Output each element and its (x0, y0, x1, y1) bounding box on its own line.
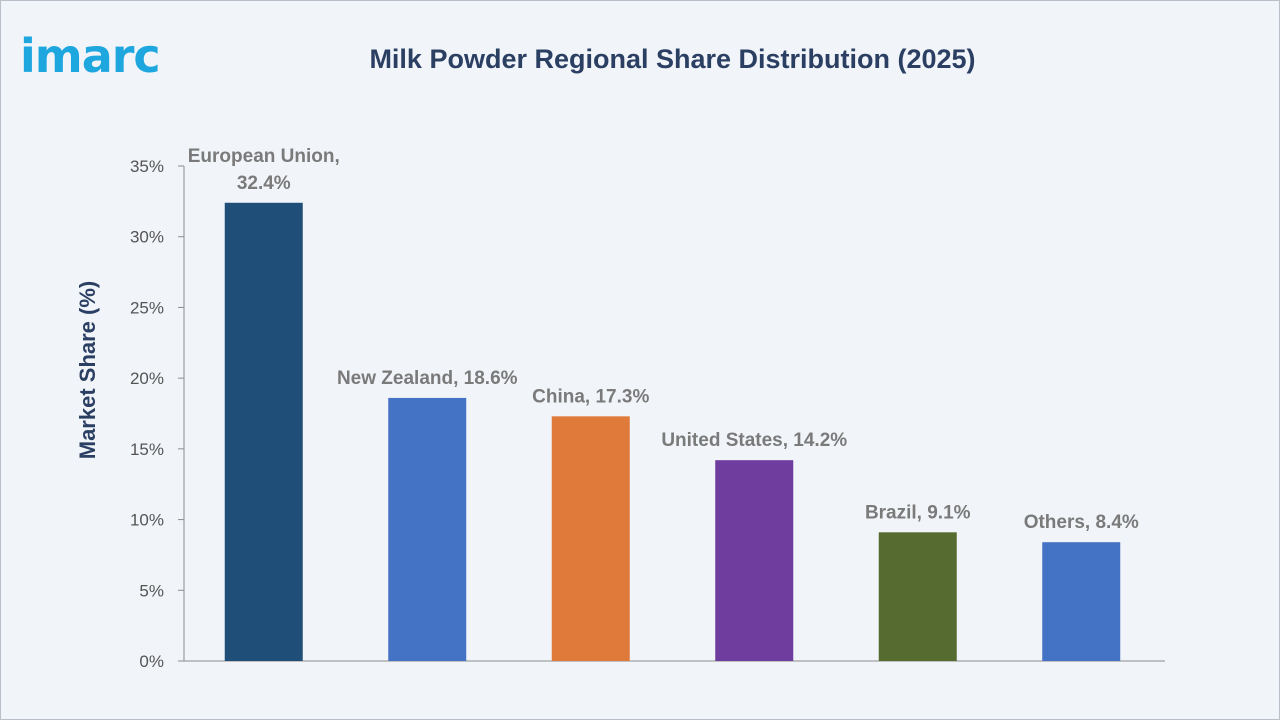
y-tick-label: 35% (130, 157, 164, 176)
bar-united-states (715, 460, 794, 661)
y-tick-label: 5% (139, 581, 164, 600)
imarc-logo: imarc (20, 29, 161, 78)
data-label: China, 17.3% (532, 386, 649, 407)
bar-others (1042, 542, 1121, 661)
bar-brazil (878, 532, 957, 661)
y-tick-label: 0% (139, 652, 164, 671)
y-tick-label: 25% (130, 298, 164, 317)
bar-european-union (224, 202, 303, 661)
data-label: 32.4% (237, 173, 291, 194)
y-tick-label: 30% (130, 228, 164, 247)
data-label: Brazil, 9.1% (865, 502, 971, 523)
chart-title: Milk Powder Regional Share Distribution … (369, 44, 976, 74)
data-label: New Zealand, 18.6% (337, 368, 518, 389)
logo-text: imarc (20, 29, 160, 78)
bar-china (551, 416, 630, 661)
y-tick-label: 20% (130, 369, 164, 388)
y-tick-label: 15% (130, 440, 164, 459)
data-label: United States, 14.2% (661, 430, 847, 451)
y-tick-label: 10% (130, 511, 164, 530)
data-label: European Union, (188, 146, 340, 167)
data-label: Others, 8.4% (1024, 512, 1139, 533)
bar-new-zealand (388, 397, 467, 661)
